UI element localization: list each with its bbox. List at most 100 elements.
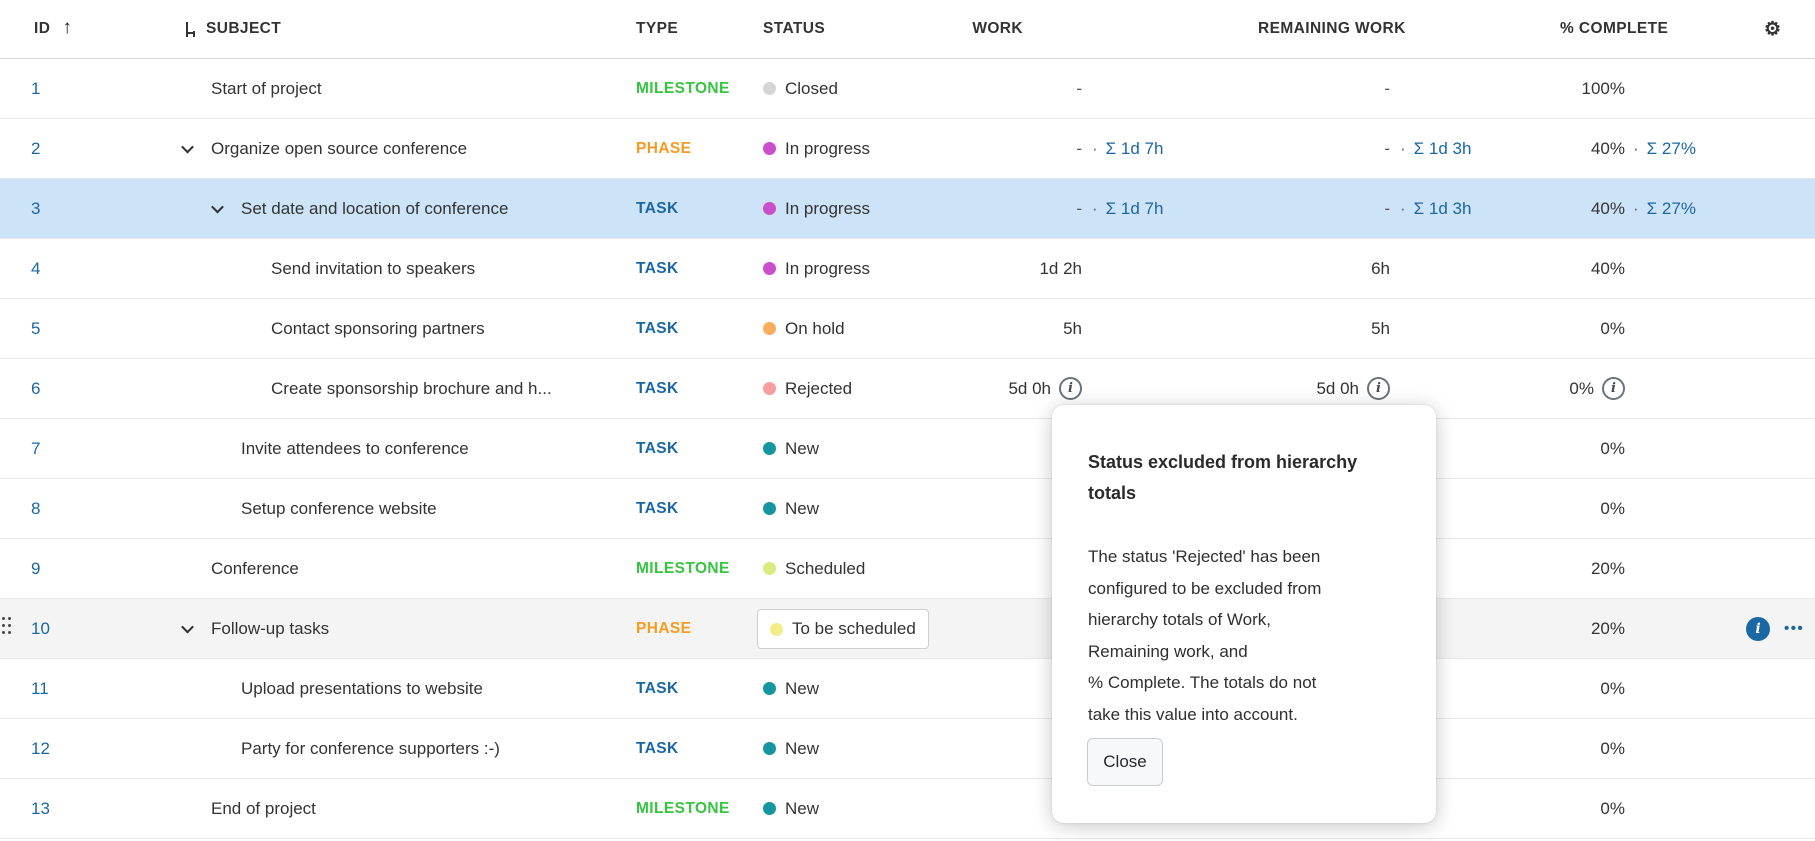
subject-cell[interactable]: Party for conference supporters :-) [241,738,500,758]
column-header-type[interactable]: TYPE [636,20,679,37]
work-package-id-link[interactable]: 8 [31,498,41,518]
subject-cell[interactable]: Send invitation to speakers [271,258,476,278]
status-cell[interactable]: Scheduled [763,539,865,598]
subject-cell[interactable]: Invite attendees to conference [241,438,469,458]
type-cell[interactable]: TASK [636,739,679,757]
work-package-id-link[interactable]: 4 [31,258,41,278]
subject-cell[interactable]: Setup conference website [241,498,437,518]
work-total-link[interactable]: Σ 1d 7h [1105,138,1164,158]
work-package-id-link[interactable]: 2 [31,138,41,158]
percent-complete-total-link[interactable]: Σ 27% [1646,198,1696,218]
status-cell[interactable]: New [763,659,819,718]
status-cell[interactable]: Closed [763,59,838,118]
type-cell[interactable]: TASK [636,199,679,217]
percent-complete-cell[interactable]: 0% [1450,659,1625,718]
type-cell[interactable]: PHASE [636,619,692,637]
type-cell[interactable]: TASK [636,439,679,457]
subject-cell[interactable]: Contact sponsoring partners [271,318,485,338]
work-cell[interactable]: - [830,119,1082,178]
collapse-chevron-down-icon[interactable] [181,599,194,658]
work-package-id-link[interactable]: 1 [31,78,41,98]
info-icon[interactable]: i [1602,377,1625,400]
subject-cell[interactable]: Conference [211,558,299,578]
work-package-id-link[interactable]: 12 [31,738,50,758]
remaining-work-cell[interactable]: 5d 0h i [1140,359,1390,418]
percent-complete-cell[interactable]: 0% [1450,479,1625,538]
column-header-subject[interactable]: SUBJECT [186,0,281,58]
collapse-chevron-down-icon[interactable] [211,179,224,238]
percent-complete-cell[interactable]: 0% [1450,299,1625,358]
status-cell[interactable]: In progress [763,179,870,238]
status-cell[interactable]: New [763,719,819,778]
work-cell[interactable]: 5h [830,299,1082,358]
remaining-work-total-link[interactable]: Σ 1d 3h [1413,138,1472,158]
type-cell[interactable]: PHASE [636,139,692,157]
work-cell[interactable]: - [830,179,1082,238]
work-package-id-link[interactable]: 10 [31,618,50,638]
subject-cell[interactable]: Follow-up tasks [211,618,330,638]
remaining-work-cell[interactable]: 5h [1140,299,1390,358]
work-package-id-link[interactable]: 7 [31,438,41,458]
percent-complete-cell[interactable]: 40% [1450,179,1625,238]
type-cell[interactable]: MILESTONE [636,559,730,577]
percent-complete-cell[interactable]: 0% [1450,719,1625,778]
status-cell[interactable]: New [763,479,819,538]
info-icon[interactable]: i [1059,377,1082,400]
remaining-work-total-link[interactable]: Σ 1d 3h [1413,198,1472,218]
work-package-id-link[interactable]: 11 [31,678,49,698]
remaining-work-cell[interactable]: 6h [1140,239,1390,298]
popover-close-button[interactable]: Close [1087,738,1163,786]
work-package-id-link[interactable]: 6 [31,378,41,398]
status-cell[interactable]: In progress [763,239,870,298]
remaining-work-cell[interactable]: - [1140,179,1390,238]
percent-complete-cell[interactable]: 0% [1450,779,1625,838]
status-cell[interactable]: On hold [763,299,845,358]
status-edit-field[interactable]: To be scheduled [757,609,929,649]
status-cell[interactable]: In progress [763,119,870,178]
percent-complete-cell[interactable]: 40% [1450,239,1625,298]
subject-cell[interactable]: Create sponsorship brochure and h... [271,378,552,398]
work-cell[interactable]: 1d 2h [830,239,1082,298]
column-header-status[interactable]: STATUS [763,20,826,37]
percent-complete-cell[interactable]: 20% [1450,599,1625,658]
percent-complete-cell[interactable]: 0% [1450,419,1625,478]
status-cell[interactable]: Rejected [763,359,852,418]
percent-complete-cell[interactable]: 0% i [1450,359,1625,418]
work-package-id-link[interactable]: 9 [31,558,41,578]
percent-complete-cell[interactable]: 40% [1450,119,1625,178]
collapse-chevron-down-icon[interactable] [181,119,194,178]
subject-cell[interactable]: Start of project [211,78,322,98]
type-cell[interactable]: TASK [636,499,679,517]
type-cell[interactable]: TASK [636,259,679,277]
work-package-id-link[interactable]: 3 [31,198,41,218]
subject-cell[interactable]: End of project [211,798,316,818]
info-icon[interactable]: i [1367,377,1390,400]
type-cell[interactable]: TASK [636,319,679,337]
column-header-percent-complete[interactable]: % COMPLETE [1560,20,1669,37]
row-actions-menu[interactable]: ••• [1784,620,1805,637]
row-info-icon[interactable]: i [1746,617,1770,641]
percent-complete-cell[interactable]: 100% [1450,59,1625,118]
work-total-link[interactable]: Σ 1d 7h [1105,198,1164,218]
type-cell[interactable]: MILESTONE [636,79,730,97]
table-settings-gear-icon[interactable]: ⚙ [1764,18,1782,40]
percent-complete-cell[interactable]: 20% [1450,539,1625,598]
type-cell[interactable]: TASK [636,379,679,397]
type-cell[interactable]: MILESTONE [636,799,730,817]
remaining-work-cell[interactable]: - [1140,59,1390,118]
type-cell[interactable]: TASK [636,679,679,697]
column-header-remaining-work[interactable]: REMAINING WORK [1258,20,1406,37]
status-cell[interactable]: New [763,779,819,838]
work-cell[interactable]: 5d 0h i [830,359,1082,418]
subject-cell[interactable]: Set date and location of conference [241,198,509,218]
subject-cell[interactable]: Organize open source conference [211,138,468,158]
work-package-id-link[interactable]: 5 [31,318,41,338]
work-package-id-link[interactable]: 13 [31,798,50,818]
subject-cell[interactable]: Upload presentations to website [241,678,483,698]
status-cell[interactable]: New [763,419,819,478]
remaining-work-cell[interactable]: - [1140,119,1390,178]
drag-handle[interactable] [2,617,14,641]
column-header-id[interactable]: ID ↑ [34,0,72,58]
percent-complete-total-link[interactable]: Σ 27% [1646,138,1696,158]
work-cell[interactable]: - [830,59,1082,118]
